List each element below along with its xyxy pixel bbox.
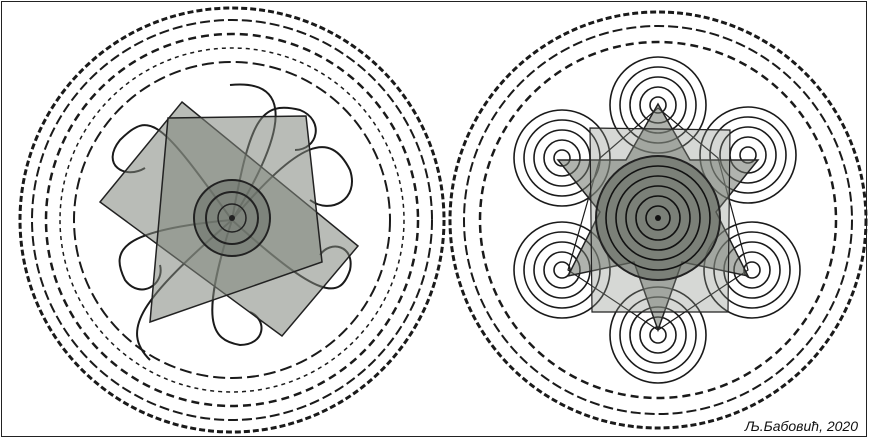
- author-credit: Љ.Бабовић, 2020: [744, 418, 858, 434]
- right-disc-rings-icon: [448, 10, 868, 430]
- left-disc-star-overlay: [98, 100, 360, 338]
- right-disc: [448, 10, 868, 430]
- right-disc-star-overlay: [556, 102, 760, 333]
- left-disc: [18, 6, 446, 434]
- left-disc-rings-icon: [18, 6, 446, 434]
